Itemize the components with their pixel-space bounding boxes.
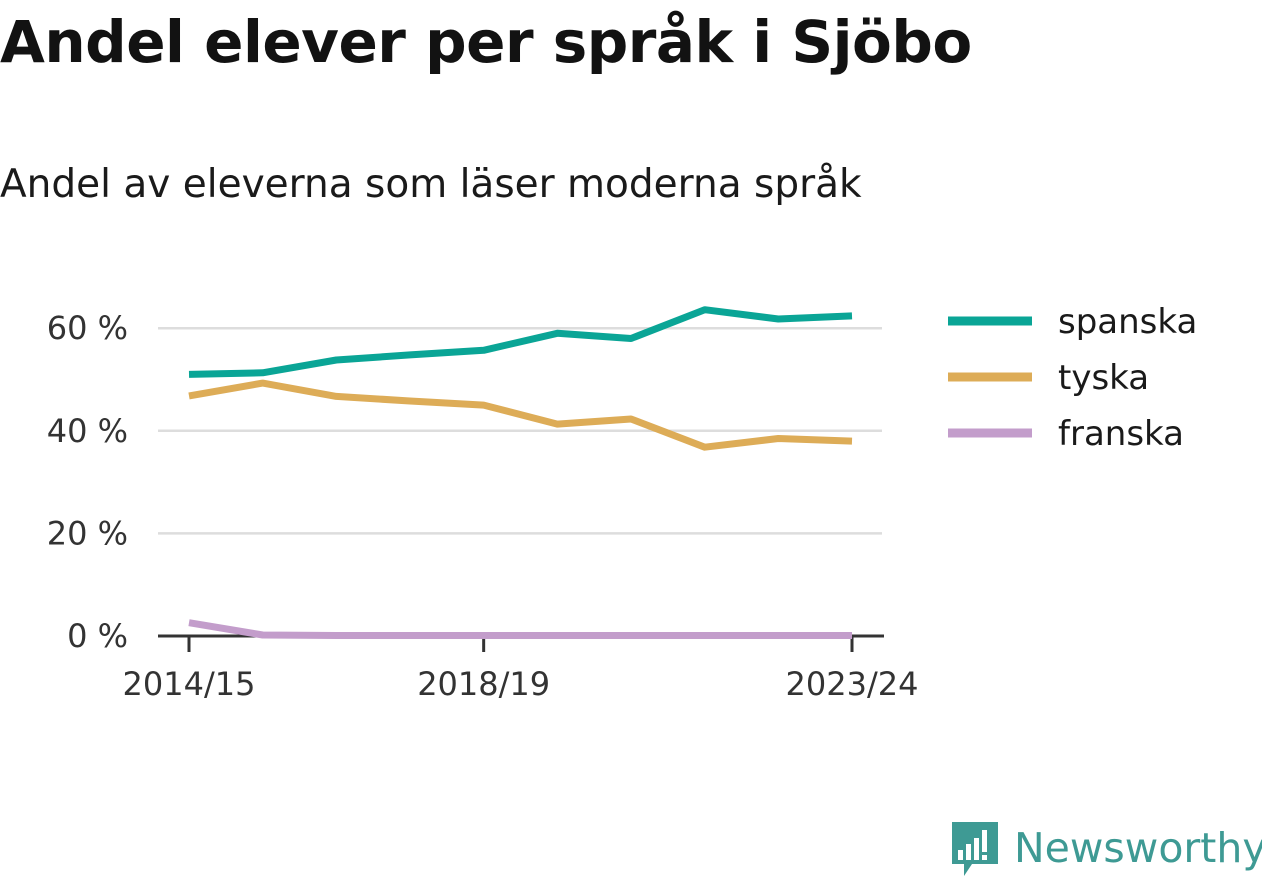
x-tick-label: 2023/24: [786, 665, 919, 703]
series-lines: [188, 306, 853, 639]
legend-label-franska: franska: [1058, 414, 1184, 454]
series-line-tyska: [188, 379, 853, 451]
newsworthy-logo-icon: [952, 822, 998, 876]
y-tick-label: 20 %: [47, 514, 128, 552]
y-tick-label: 60 %: [47, 309, 128, 347]
series-line-franska: [188, 619, 852, 639]
legend-label-tyska: tyska: [1058, 358, 1149, 398]
x-tick-label: 2018/19: [417, 665, 550, 703]
brand-logo: Newsworthy: [950, 818, 1262, 878]
chart-title: Andel elever per språk i Sjöbo: [0, 8, 972, 76]
chart-subtitle: Andel av eleverna som läser moderna språ…: [0, 162, 862, 207]
x-tick-label: 2014/15: [123, 665, 256, 703]
legend-label-spanska: spanska: [1058, 302, 1197, 342]
series-line-spanska: [188, 306, 853, 378]
y-tick-label: 40 %: [47, 412, 128, 450]
grid-lines: [158, 326, 882, 535]
axes: 0 % 20 % 40 % 60 % 2014/15 2018/19 2023/24: [47, 309, 919, 703]
y-tick-label: 0 %: [67, 617, 128, 655]
legend: spanska tyska franska: [948, 302, 1197, 454]
brand-name: Newsworthy: [1014, 824, 1262, 872]
